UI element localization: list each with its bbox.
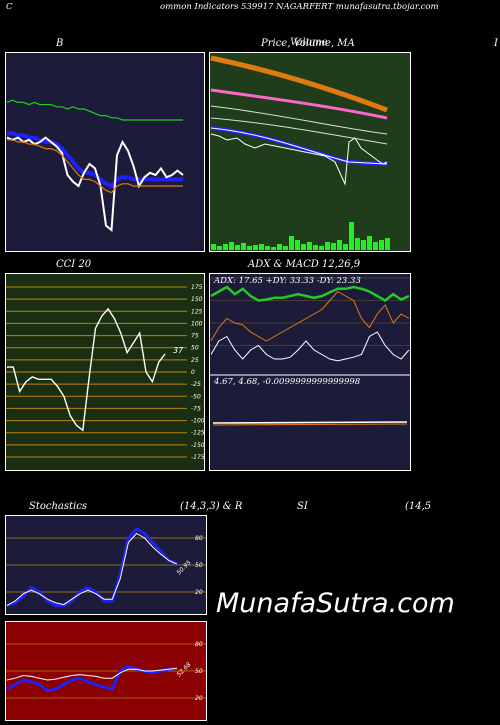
volume-bar: [253, 245, 258, 250]
rsi-tick: 80: [195, 641, 203, 648]
volume-bar: [331, 243, 336, 250]
stoch-title-left: Stochastics: [29, 501, 87, 512]
macd-line: [212, 421, 408, 424]
rsi-tick: 20: [195, 695, 203, 702]
stoch-tick: 80: [195, 535, 203, 542]
rsi-title-right: (14,5: [405, 501, 432, 512]
rsi-line: [6, 664, 178, 693]
b-white-line: [6, 136, 184, 232]
b-chart: [5, 52, 205, 252]
cci-line: [7, 307, 166, 432]
price-chart: [209, 52, 411, 252]
rsi-avg-line: [6, 667, 178, 681]
cci-chart: 175 150 125 100 75 50 25 0 -25 -50 -75 -100 -125 -150…: [5, 273, 205, 471]
plus-dy-line: [210, 331, 410, 362]
volume-bar: [283, 246, 288, 250]
adx-line: [210, 285, 410, 303]
minus-dy-line: [210, 290, 410, 342]
cci-tick: 125: [191, 308, 203, 315]
stoch-k-line: [6, 527, 178, 607]
volume-bar: [355, 238, 360, 250]
adx-title: ADX & MACD 12,26,9: [248, 259, 361, 270]
volume-bar: [367, 236, 372, 250]
volume-bar: [343, 244, 348, 250]
watermark: MunafaSutra.com: [216, 588, 455, 619]
cci-tick: -50: [191, 393, 201, 400]
volume-bar: [211, 244, 216, 250]
price-title: Price, Volume, MA: [261, 38, 355, 49]
volume-bar: [361, 240, 366, 250]
volume-bar: [217, 246, 222, 250]
cci-tick: 100: [191, 320, 203, 327]
volume-bar: [325, 242, 330, 250]
volume-bar: [373, 242, 378, 250]
cci-tick: 0: [191, 369, 195, 376]
cci-tick: -150: [191, 442, 205, 449]
header-letter: C: [6, 2, 13, 12]
price-ma-pink: [210, 88, 388, 120]
volume-bar: [295, 240, 300, 250]
cci-tick: -75: [191, 405, 201, 412]
cci-tick: 175: [191, 284, 203, 291]
price-ma-white: [210, 127, 388, 165]
cci-current-label: 37: [173, 346, 184, 355]
b-title: B: [56, 38, 64, 49]
macd-signal-line: [212, 423, 408, 426]
volume-bars: [211, 222, 390, 250]
volume-bar: [337, 240, 342, 250]
cci-tick: 50: [191, 345, 199, 352]
cci-tick: -125: [191, 430, 205, 437]
volume-bar: [289, 236, 294, 250]
stoch-d-line: [6, 532, 178, 606]
cci-tick: 25: [191, 357, 199, 364]
b-green-line: [6, 99, 183, 121]
price-volume-overlap: Volume: [290, 37, 328, 48]
volume-bar: [235, 245, 240, 250]
volume-bar: [271, 247, 276, 250]
cci-title: CCI 20: [56, 259, 92, 270]
header-title: ommon Indicators 539917 NAGARFERT munafa…: [160, 2, 439, 12]
cci-tick: 150: [191, 296, 203, 303]
rsi-tick: 50: [195, 668, 203, 675]
stoch-tick: 50: [195, 562, 203, 569]
volume-bar: [379, 240, 384, 250]
volume-bar: [241, 243, 246, 250]
volume-bar: [247, 246, 252, 250]
right-edge-letter: I: [494, 38, 498, 49]
volume-bar: [349, 222, 354, 250]
stoch-title-right: (14,3,3) & R: [180, 501, 243, 512]
rsi-title-left: SI: [297, 501, 308, 512]
cci-tick: 75: [191, 333, 199, 340]
volume-bar: [277, 244, 282, 250]
cci-tick: -175: [191, 454, 205, 461]
volume-bar: [229, 242, 234, 250]
volume-bar: [265, 246, 270, 250]
cci-tick: -100: [191, 418, 205, 425]
price-ma-grey1: [210, 105, 388, 135]
volume-bar: [259, 244, 264, 250]
volume-bar: [307, 242, 312, 250]
b-orange-line: [7, 139, 183, 194]
volume-bar: [301, 244, 306, 250]
volume-bar: [313, 245, 318, 250]
b-blue-line: [7, 131, 183, 189]
adx-chart: [209, 273, 411, 471]
cci-tick: -25: [191, 381, 201, 388]
volume-bar: [385, 238, 390, 250]
stoch-tick: 20: [195, 589, 203, 596]
adx-readout: ADX: 17.65 +DY: 33.33 -DY: 23.33: [214, 276, 361, 286]
volume-bar: [223, 244, 228, 250]
price-line: [210, 133, 388, 186]
macd-readout: 4.67, 4.68, -0.0099999999999998: [214, 377, 361, 387]
price-ma-orange: [210, 55, 388, 113]
price-ma-grey2: [210, 117, 388, 145]
volume-bar: [319, 246, 324, 250]
